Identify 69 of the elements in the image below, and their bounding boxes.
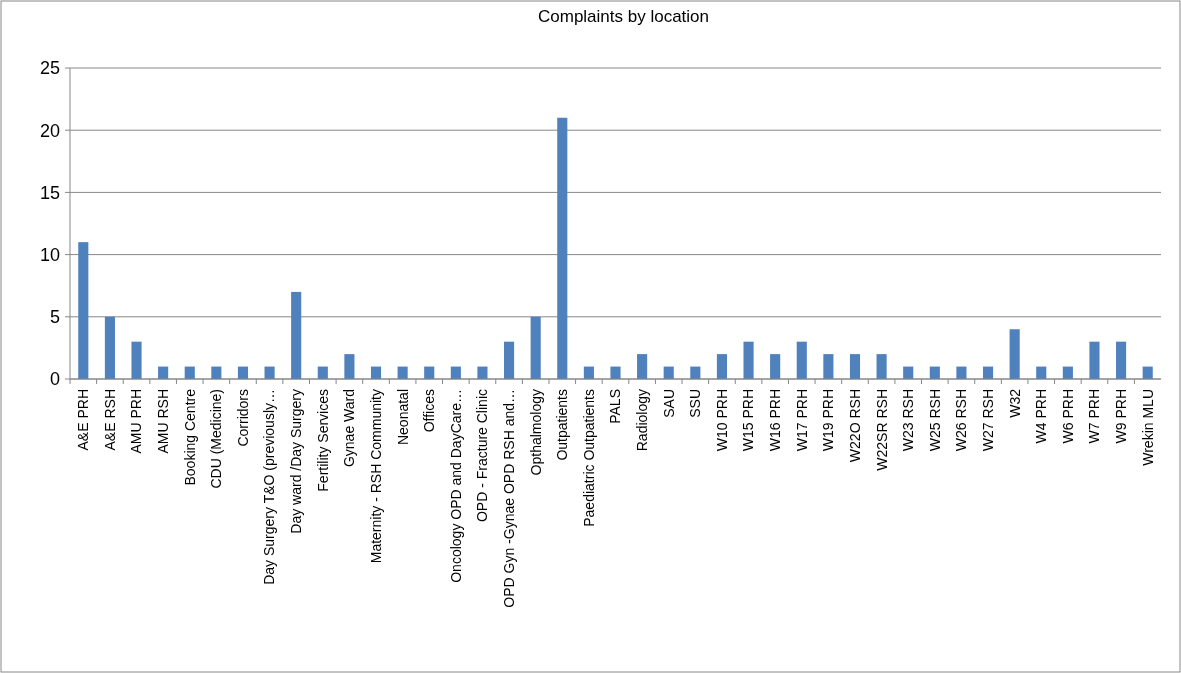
x-tick-label: W10 PRH xyxy=(713,389,730,452)
x-tick-label: W17 PRH xyxy=(793,389,810,452)
x-tick-label: Paediatric Outpatients xyxy=(580,389,597,527)
x-tick-label: SAU xyxy=(660,389,677,418)
x-tick-label: Day ward /Day Surgery xyxy=(288,389,305,534)
x-tick-label: W27 RSH xyxy=(979,389,996,452)
y-tick-label: 10 xyxy=(39,244,60,265)
bar xyxy=(530,316,541,379)
x-tick-label: Day Surgery T&O (previously… xyxy=(261,389,278,585)
chart-title: Complaints by location xyxy=(537,7,710,26)
bar xyxy=(1089,341,1100,379)
x-tick-label: W16 PRH xyxy=(767,389,784,452)
x-tick-label: AMU RSH xyxy=(155,389,172,454)
y-tick-label: 5 xyxy=(49,307,60,328)
x-tick-label: W22O RSH xyxy=(846,389,863,463)
x-tick-label: Corridors xyxy=(234,389,251,447)
bar xyxy=(610,366,621,379)
bar xyxy=(716,354,727,379)
x-tick-label: Opthalmology xyxy=(527,389,544,476)
bar xyxy=(291,291,302,379)
y-tick-label: 20 xyxy=(39,120,60,141)
x-tick-label: W19 PRH xyxy=(820,389,837,452)
x-tick-label: W32 xyxy=(1006,388,1023,418)
x-tick-label: W15 PRH xyxy=(740,389,757,452)
x-tick-label: Maternity - RSH Community xyxy=(367,389,384,564)
x-tick-label: OPD - Fracture Clinic xyxy=(474,389,491,523)
x-tick-label: A&E PRH xyxy=(75,389,92,451)
bar xyxy=(1009,329,1020,379)
x-tick-label: Booking Centre xyxy=(181,388,198,486)
y-tick-label: 15 xyxy=(39,182,60,203)
x-tick-label: W9 PRH xyxy=(1112,389,1129,444)
x-tick-label: Wrekin MLU xyxy=(1139,389,1156,466)
bar xyxy=(504,341,515,379)
x-tick-label: Oncology OPD and DayCare… xyxy=(447,389,464,583)
x-tick-label: PALS xyxy=(607,389,624,424)
bar xyxy=(770,354,781,379)
bar xyxy=(637,354,648,379)
bar xyxy=(1116,341,1127,379)
x-tick-label: AMU PRH xyxy=(128,389,145,454)
x-tick-label: Gynae Ward xyxy=(341,389,358,468)
bar xyxy=(78,242,89,379)
x-tick-label: W23 RSH xyxy=(900,389,917,452)
bar xyxy=(131,341,142,379)
bar xyxy=(796,341,807,379)
bar xyxy=(823,354,834,379)
x-tick-label: W22SR RSH xyxy=(873,389,890,471)
x-tick-label: Neonatal xyxy=(394,389,411,446)
x-tick-label: Fertility Services xyxy=(314,389,331,492)
x-tick-label: W7 PRH xyxy=(1086,389,1103,444)
x-tick-label: W26 RSH xyxy=(953,389,970,452)
y-tick-label: 25 xyxy=(39,58,60,79)
bar xyxy=(849,354,861,379)
x-tick-label: W4 PRH xyxy=(1033,389,1050,444)
x-tick-label: Radiology xyxy=(634,389,651,452)
x-tick-label: Offices xyxy=(421,389,438,433)
y-tick-label: 0 xyxy=(49,369,60,390)
bar xyxy=(876,354,887,379)
x-tick-label: W6 PRH xyxy=(1059,389,1076,444)
x-tick-label: W25 RSH xyxy=(926,389,943,452)
x-tick-label: A&E RSH xyxy=(101,389,118,451)
bar xyxy=(743,341,754,379)
bar xyxy=(104,316,115,379)
x-tick-label: Outpatients xyxy=(554,389,571,461)
x-tick-label: CDU (Medicine) xyxy=(208,389,225,489)
x-tick-label: SSU xyxy=(687,389,704,418)
x-tick-label: OPD Gyn -Gynae OPD RSH and… xyxy=(500,389,517,608)
bar xyxy=(557,117,568,379)
bar xyxy=(344,354,355,379)
bar xyxy=(477,366,488,379)
